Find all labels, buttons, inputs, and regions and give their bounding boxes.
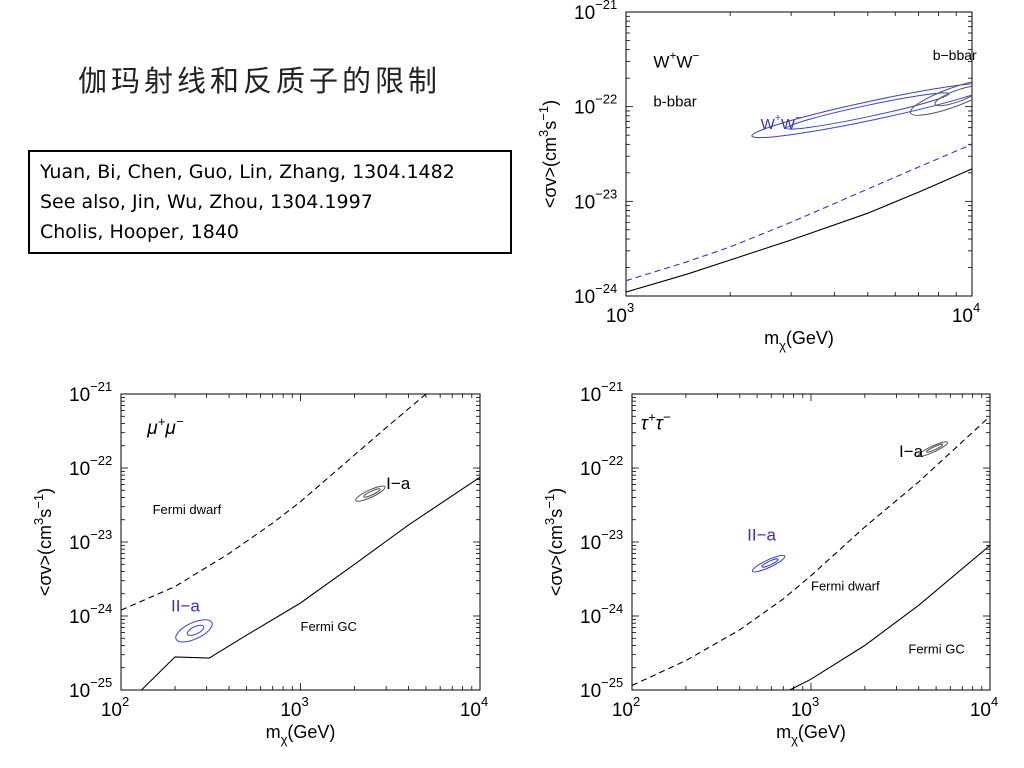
reference-line: Cholis, Hooper, 1840 (40, 221, 239, 243)
chart-annotation: b-bbar (653, 94, 696, 111)
reference-line: See also, Jin, Wu, Zhou, 1304.1997 (40, 191, 373, 213)
confidence-contour (917, 441, 949, 457)
x-tick-label: 104 (970, 694, 998, 721)
y-tick-label: 10−25 (580, 675, 623, 702)
x-tick-label: 103 (791, 694, 819, 721)
x-axis-label: mχ(GeV) (776, 722, 846, 747)
y-tick-label: 10−23 (69, 527, 112, 554)
x-tick-label: 103 (606, 300, 634, 327)
x-tick-label: 102 (101, 694, 129, 721)
limit-line-dashed (632, 415, 990, 686)
x-tick-label: 104 (952, 300, 980, 327)
y-tick-label: 10−21 (69, 379, 112, 406)
chart-annotation: Fermi dwarf (811, 579, 880, 594)
limit-line-solid (141, 476, 480, 690)
y-tick-label: 10−24 (580, 601, 623, 628)
y-tick-label: 10−23 (580, 527, 623, 554)
chart-annotation: Fermi GC (301, 619, 357, 634)
chart-annotation: I−a (386, 474, 411, 493)
y-tick-label: 10−22 (580, 453, 623, 480)
confidence-contour (761, 558, 779, 568)
x-tick-label: 104 (460, 694, 488, 721)
confidence-contour (925, 443, 944, 453)
confidence-contour (751, 554, 786, 573)
confidence-contour (909, 79, 972, 116)
y-tick-label: 10−24 (69, 601, 112, 628)
references-box: Yuan, Bi, Chen, Guo, Lin, Zhang, 1304.14… (28, 150, 512, 254)
confidence-contour (355, 485, 386, 502)
y-axis-label: <σv>(cm3s−1) (536, 100, 560, 208)
reference-line: Yuan, Bi, Chen, Guo, Lin, Zhang, 1304.14… (40, 161, 455, 183)
confidence-contour (186, 624, 205, 636)
chart-annotation: b−bbar (933, 47, 977, 63)
x-axis-label: mχ(GeV) (764, 328, 834, 353)
chart-annotation: W+W− (653, 48, 699, 71)
confidence-contour (363, 488, 381, 498)
limit-line-dashed (626, 143, 972, 282)
confidence-contour (934, 85, 972, 107)
limit-line-solid (789, 544, 990, 690)
limit-line-dashed (121, 394, 427, 611)
chart-annotation: II−a (171, 597, 200, 616)
x-tick-label: 103 (280, 694, 308, 721)
y-tick-label: 10−21 (574, 0, 617, 24)
y-tick-label: 10−22 (574, 92, 617, 119)
chart-annotation: Fermi GC (908, 642, 964, 657)
y-axis-label: <σv>(cm3s−1) (542, 488, 566, 596)
y-tick-label: 10−21 (580, 379, 623, 406)
y-tick-label: 10−25 (69, 675, 112, 702)
chart-annotation: Fermi dwarf (153, 502, 222, 517)
plot-frame (625, 11, 973, 297)
x-axis-label: mχ(GeV) (266, 722, 336, 747)
slide-title: 伽玛射线和反质子的限制 (78, 64, 442, 98)
chart-annotation: II−a (747, 525, 776, 544)
confidence-contour (175, 619, 213, 643)
y-tick-label: 10−23 (574, 186, 617, 213)
chart-annotation: I−a (899, 442, 924, 461)
confidence-contour (751, 82, 972, 139)
y-axis-label: <σv>(cm3s−1) (31, 488, 55, 596)
limit-line-solid (626, 168, 972, 293)
y-tick-label: 10−22 (69, 453, 112, 480)
chart-annotation: μ+μ− (146, 414, 184, 439)
chart-annotation: τ+τ− (641, 410, 671, 435)
x-tick-label: 102 (612, 694, 640, 721)
chart-annotation: W+W− (761, 112, 802, 133)
y-tick-label: 10−24 (574, 281, 617, 308)
